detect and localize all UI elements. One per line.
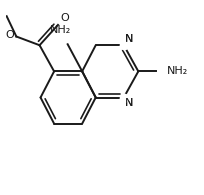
Text: O: O (60, 13, 68, 23)
Text: N: N (124, 98, 132, 108)
Text: NH₂: NH₂ (50, 25, 71, 35)
Text: N: N (124, 98, 132, 108)
Text: N: N (124, 34, 132, 44)
Text: O: O (6, 30, 14, 40)
Text: NH₂: NH₂ (166, 66, 187, 76)
Text: N: N (124, 34, 132, 44)
